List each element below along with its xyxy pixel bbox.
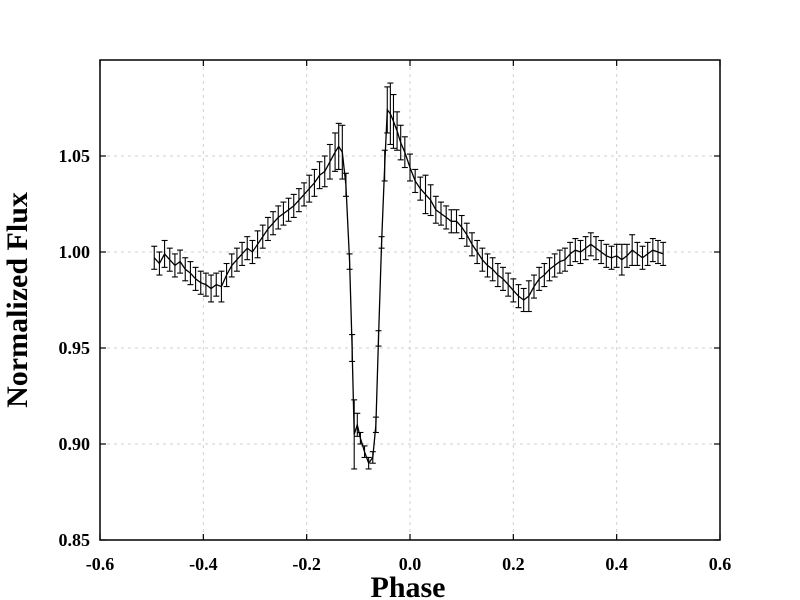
y-tick-label: 1.05 [59, 146, 91, 166]
x-tick-label: 0.4 [605, 554, 628, 574]
error-bar [151, 245, 158, 270]
y-tick-labels: 0.85 0.90 0.95 1.00 1.05 [59, 146, 91, 550]
y-axis-title: Normalized Flux [1, 192, 34, 408]
flux-curve [153, 108, 664, 465]
x-axis-title: Phase [371, 571, 446, 600]
y-tick-label: 0.90 [59, 434, 91, 454]
y-tick-label: 0.85 [59, 530, 91, 550]
x-tick-label: -0.4 [189, 554, 218, 574]
x-tick-label: 0.0 [399, 554, 422, 574]
x-tick-label: -0.6 [86, 554, 115, 574]
x-tick-label: -0.2 [292, 554, 321, 574]
y-tick-label: 1.00 [59, 242, 91, 262]
x-tick-label: 0.2 [502, 554, 525, 574]
axis-ticks [99, 60, 721, 541]
y-tick-label: 0.95 [59, 338, 91, 358]
x-tick-labels: -0.6 -0.4 -0.2 0.0 0.2 0.4 0.6 [86, 554, 732, 574]
grid-lines [100, 60, 720, 540]
error-bars [151, 82, 667, 470]
x-tick-label: 0.6 [709, 554, 732, 574]
